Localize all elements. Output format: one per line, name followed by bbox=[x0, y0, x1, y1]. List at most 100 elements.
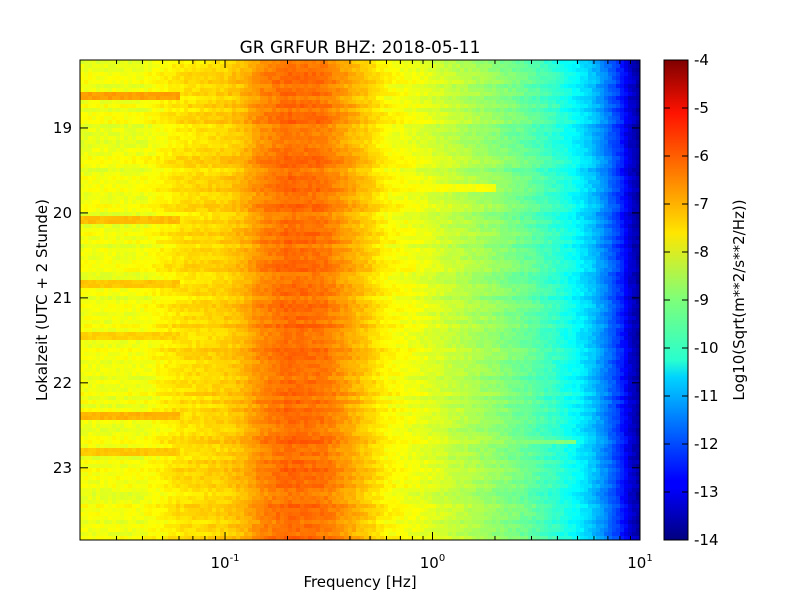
heatmap-cell bbox=[632, 160, 637, 165]
heatmap-cell bbox=[180, 168, 185, 173]
heatmap-cell bbox=[80, 128, 85, 133]
heatmap-cell bbox=[144, 108, 149, 113]
heatmap-cell bbox=[172, 168, 177, 173]
heatmap-cell bbox=[604, 128, 609, 133]
heatmap-cell bbox=[484, 108, 489, 113]
heatmap-cell bbox=[196, 76, 201, 81]
heatmap-cell bbox=[428, 196, 433, 201]
heatmap-cell bbox=[540, 160, 545, 165]
heatmap-cell bbox=[144, 180, 149, 185]
heatmap-cell bbox=[108, 168, 113, 173]
heatmap-cell bbox=[344, 172, 349, 177]
heatmap-cell bbox=[492, 112, 497, 117]
heatmap-cell bbox=[324, 172, 329, 177]
heatmap-cell bbox=[368, 164, 373, 169]
heatmap-cell bbox=[288, 192, 293, 197]
heatmap-cell bbox=[396, 172, 401, 177]
heatmap-cell bbox=[580, 168, 585, 173]
heatmap-cell bbox=[212, 180, 217, 185]
heatmap-cell bbox=[252, 176, 257, 181]
heatmap-cell bbox=[396, 72, 401, 77]
heatmap-cell bbox=[540, 88, 545, 93]
heatmap-cell bbox=[356, 164, 361, 169]
heatmap-cell bbox=[116, 164, 121, 169]
heatmap-cell bbox=[432, 144, 437, 149]
heatmap-cell bbox=[368, 112, 373, 117]
heatmap-cell bbox=[560, 168, 565, 173]
heatmap-cell bbox=[172, 184, 177, 189]
heatmap-cell bbox=[528, 136, 533, 141]
heatmap-cell bbox=[492, 192, 497, 197]
heatmap-cell bbox=[572, 104, 577, 109]
heatmap-cell bbox=[188, 188, 193, 193]
heatmap-cell bbox=[240, 132, 245, 137]
heatmap-cell bbox=[316, 140, 321, 145]
heatmap-cell bbox=[592, 196, 597, 201]
heatmap-cell bbox=[492, 96, 497, 101]
heatmap-cell bbox=[148, 60, 153, 65]
heatmap-cell bbox=[156, 100, 161, 105]
heatmap-cell bbox=[620, 156, 625, 161]
heatmap-cell bbox=[220, 168, 225, 173]
heatmap-cell bbox=[304, 128, 309, 133]
heatmap-cell bbox=[588, 92, 593, 97]
heatmap-cell bbox=[244, 144, 249, 149]
heatmap-cell bbox=[428, 64, 433, 69]
heatmap-cell bbox=[168, 140, 173, 145]
heatmap-cell bbox=[460, 188, 465, 193]
heatmap-cell bbox=[92, 196, 97, 201]
heatmap-cell bbox=[376, 140, 381, 145]
heatmap-cell bbox=[584, 64, 589, 69]
heatmap-cell bbox=[140, 188, 145, 193]
heatmap-cell bbox=[568, 160, 573, 165]
heatmap-cell bbox=[596, 84, 601, 89]
heatmap-cell bbox=[176, 136, 181, 141]
heatmap-cell bbox=[612, 72, 617, 77]
heatmap-cell bbox=[604, 104, 609, 109]
heatmap-cell bbox=[340, 60, 345, 65]
heatmap-cell bbox=[288, 164, 293, 169]
heatmap-cell bbox=[332, 72, 337, 77]
heatmap-cell bbox=[272, 180, 277, 185]
heatmap-cell bbox=[136, 108, 141, 113]
heatmap-cell bbox=[592, 132, 597, 137]
heatmap-cell bbox=[632, 120, 637, 125]
heatmap-cell bbox=[316, 108, 321, 113]
heatmap-cell bbox=[620, 164, 625, 169]
heatmap-cell bbox=[308, 108, 313, 113]
heatmap-cell bbox=[400, 120, 405, 125]
heatmap-cell bbox=[396, 84, 401, 89]
heatmap-cell bbox=[156, 76, 161, 81]
heatmap-cell bbox=[544, 152, 549, 157]
heatmap-cell bbox=[512, 104, 517, 109]
heatmap-cell bbox=[232, 152, 237, 157]
heatmap-cell bbox=[332, 100, 337, 105]
heatmap-cell bbox=[276, 156, 281, 161]
heatmap-cell bbox=[312, 200, 317, 205]
heatmap-cell bbox=[180, 88, 185, 93]
heatmap-cell bbox=[472, 64, 477, 69]
heatmap-cell bbox=[248, 188, 253, 193]
heatmap-cell bbox=[164, 108, 169, 113]
heatmap-cell bbox=[360, 60, 365, 65]
heatmap-cell bbox=[596, 164, 601, 169]
heatmap-cell bbox=[528, 104, 533, 109]
heatmap-cell bbox=[284, 132, 289, 137]
heatmap-cell bbox=[276, 160, 281, 165]
heatmap-cell bbox=[612, 160, 617, 165]
heatmap-cell bbox=[348, 180, 353, 185]
heatmap-cell bbox=[304, 112, 309, 117]
heatmap-cell bbox=[252, 184, 257, 189]
heatmap-cell bbox=[116, 184, 121, 189]
heatmap-cell bbox=[584, 152, 589, 157]
heatmap-cell bbox=[292, 88, 297, 93]
heatmap-cell bbox=[280, 136, 285, 141]
heatmap-cell bbox=[568, 196, 573, 201]
heatmap-cell bbox=[576, 76, 581, 81]
heatmap-cell bbox=[456, 92, 461, 97]
heatmap-cell bbox=[164, 152, 169, 157]
heatmap-cell bbox=[312, 140, 317, 145]
heatmap-cell bbox=[596, 176, 601, 181]
heatmap-cell bbox=[136, 184, 141, 189]
heatmap-cell bbox=[388, 100, 393, 105]
